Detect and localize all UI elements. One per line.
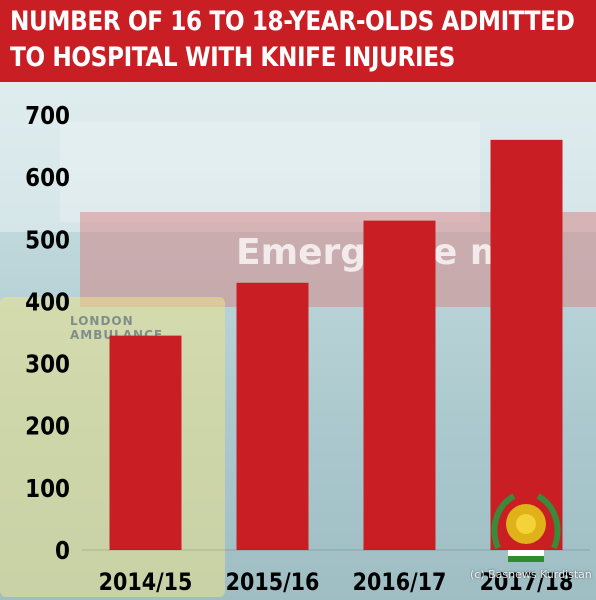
building-windows — [60, 122, 480, 222]
y-tick-label: 100 — [25, 474, 70, 503]
bar-2016-17 — [363, 220, 436, 550]
y-tick-label: 500 — [25, 226, 70, 255]
bar-2014-15 — [109, 335, 182, 550]
y-tick-label: 200 — [25, 412, 70, 441]
x-tick-label: 2014/15 — [99, 569, 193, 597]
chart-title: NUMBER OF 16 TO 18-YEAR-OLDS ADMITTED TO… — [10, 4, 575, 76]
title-line-1: NUMBER OF 16 TO 18-YEAR-OLDS ADMITTED — [10, 6, 575, 37]
x-tick-label: 2015/16 — [226, 569, 320, 597]
y-tick-label: 400 — [25, 288, 70, 317]
title-line-2: TO HOSPITAL WITH KNIFE INJURIES — [10, 42, 455, 73]
y-tick-label: 700 — [25, 101, 70, 130]
bar-2015-16 — [236, 282, 309, 550]
y-tick-label: 0 — [55, 536, 70, 565]
kurdistan-emblem-logo — [488, 488, 564, 564]
watermark-text: (c) Basnews Kurdistan — [470, 568, 592, 581]
title-banner: NUMBER OF 16 TO 18-YEAR-OLDS ADMITTED TO… — [0, 0, 596, 82]
x-tick-label: 2017/18 — [480, 569, 574, 597]
y-tick-label: 300 — [25, 350, 70, 379]
y-tick-label: 600 — [25, 164, 70, 193]
x-tick-label: 2016/17 — [353, 569, 447, 597]
bar-2017-18 — [490, 139, 563, 550]
